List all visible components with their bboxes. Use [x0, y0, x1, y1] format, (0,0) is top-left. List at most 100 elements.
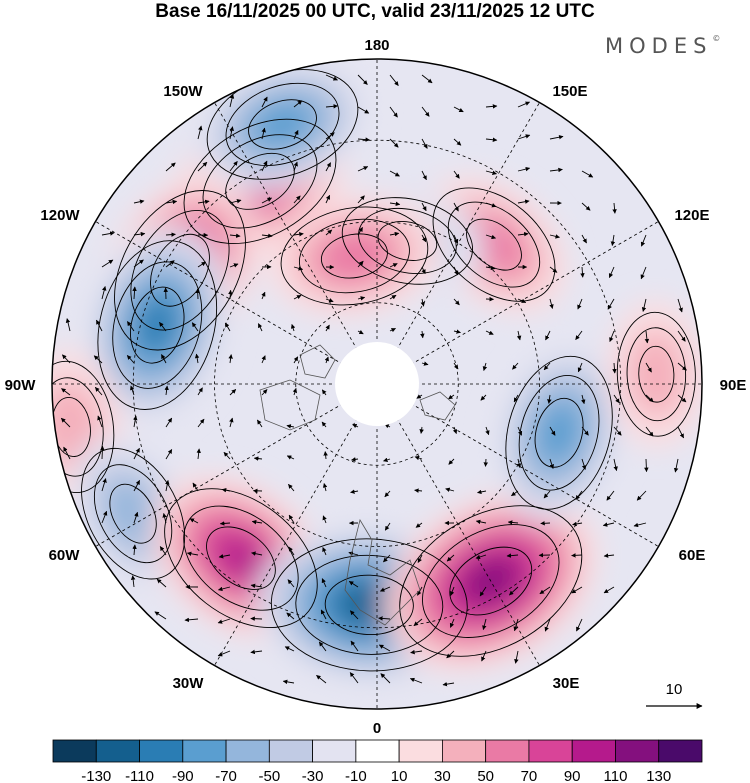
colorbar-tick-label: -30	[302, 768, 324, 783]
wind-arrow	[159, 321, 167, 332]
wind-arrow	[389, 74, 399, 86]
wind-arrow	[613, 458, 618, 472]
streamline	[377, 221, 438, 261]
wind-reference-value: 10	[666, 681, 683, 698]
colorbar-swatch	[441, 739, 487, 763]
wind-arrow	[293, 195, 301, 204]
wind-arrow	[414, 455, 423, 461]
wind-arrow	[547, 394, 552, 404]
streamline	[616, 311, 696, 437]
wind-arrow	[320, 609, 327, 620]
wind-arrow	[517, 426, 523, 436]
wind-arrow	[549, 134, 564, 140]
wind-arrow	[288, 483, 295, 492]
wind-arrow	[417, 586, 423, 596]
wind-arrow	[453, 329, 461, 334]
streamline	[130, 286, 185, 364]
wind-arrow	[133, 479, 140, 492]
wind-arrow	[219, 521, 231, 526]
wind-vectors	[60, 74, 687, 687]
wind-arrow	[575, 330, 583, 341]
wind-arrow	[282, 679, 295, 685]
wind-arrow	[453, 362, 459, 370]
wind-arrow	[453, 298, 460, 306]
wind-arrow	[545, 330, 551, 341]
wind-arrow	[217, 586, 231, 592]
wind-arrow	[293, 100, 303, 108]
wind-arrow	[421, 361, 429, 366]
wind-arrow	[130, 575, 136, 588]
wind-arrow	[165, 199, 178, 205]
wind-arrow	[673, 458, 679, 473]
wind-arrow	[101, 231, 115, 236]
wind-arrow	[544, 618, 551, 632]
lon-label-90e: 90E	[720, 377, 747, 394]
wind-arrow	[189, 518, 199, 524]
wind-arrow	[389, 327, 396, 333]
wind-arrow	[480, 394, 487, 401]
wind-arrow	[165, 232, 176, 237]
colorbar-swatch	[658, 739, 703, 763]
wind-arrow	[415, 522, 423, 528]
wind-arrow	[97, 415, 103, 428]
wind-arrow	[325, 229, 333, 236]
wind-arrow	[126, 355, 135, 364]
wind-arrow	[572, 521, 583, 527]
wind-arrow	[549, 234, 560, 239]
streamline	[358, 208, 457, 274]
colorbar-swatch	[571, 739, 616, 763]
anomaly-blob	[317, 230, 392, 282]
wind-arrow	[421, 74, 433, 84]
wind-arrow	[357, 137, 371, 142]
wind-arrow	[580, 266, 585, 278]
streamline	[81, 447, 186, 580]
colorbar-tick-label: -130	[81, 768, 111, 783]
wind-arrow	[378, 616, 391, 621]
wind-arrow	[384, 490, 391, 498]
wind-arrow	[379, 586, 391, 592]
wind-arrow	[229, 417, 234, 428]
streamline	[183, 505, 299, 611]
wind-arrow	[641, 298, 647, 312]
wind-arrow	[389, 106, 398, 118]
wind-arrow	[453, 202, 459, 212]
wind-arrow	[549, 298, 554, 309]
lon-label-180: 180	[364, 37, 389, 54]
colorbar-ticks: -130 -110 -90 -70 -50 -30 -10 10 30 50 70 90 110 130	[81, 768, 671, 783]
wind-arrow	[218, 554, 231, 559]
wind-arrow	[217, 618, 231, 624]
wind-arrow	[65, 318, 71, 332]
wind-arrow	[196, 448, 201, 460]
wind-arrow	[293, 232, 304, 237]
wind-arrow	[389, 263, 398, 268]
streamline	[52, 360, 115, 494]
wind-arrow	[94, 386, 103, 396]
streamline	[109, 483, 157, 544]
wind-arrow	[325, 162, 332, 172]
wind-arrow	[229, 233, 241, 238]
wind-arrow	[288, 514, 295, 524]
wind-arrow	[581, 234, 587, 244]
wind-arrow	[485, 265, 496, 271]
wind-arrow	[613, 426, 622, 436]
wind-arrow	[250, 616, 263, 621]
wind-arrow	[453, 106, 464, 113]
streamline	[280, 206, 429, 306]
streamline	[298, 218, 410, 294]
wind-arrow	[378, 644, 391, 652]
wind-arrow	[318, 641, 327, 652]
brand-name: MODES	[605, 34, 713, 58]
wind-arrow	[416, 394, 423, 399]
wind-arrow	[286, 612, 295, 620]
wind-arrow	[154, 611, 167, 620]
coastline-arctic-islands	[299, 344, 456, 421]
wind-arrow	[640, 266, 647, 280]
wind-arrow	[325, 194, 331, 204]
wind-arrow	[644, 458, 649, 473]
wind-arrow	[421, 170, 427, 181]
wind-arrow	[293, 129, 299, 140]
wind-arrow	[481, 650, 487, 662]
streamline	[248, 99, 317, 150]
wind-arrow	[485, 137, 498, 142]
colorbar-tick-label: 50	[477, 768, 494, 783]
